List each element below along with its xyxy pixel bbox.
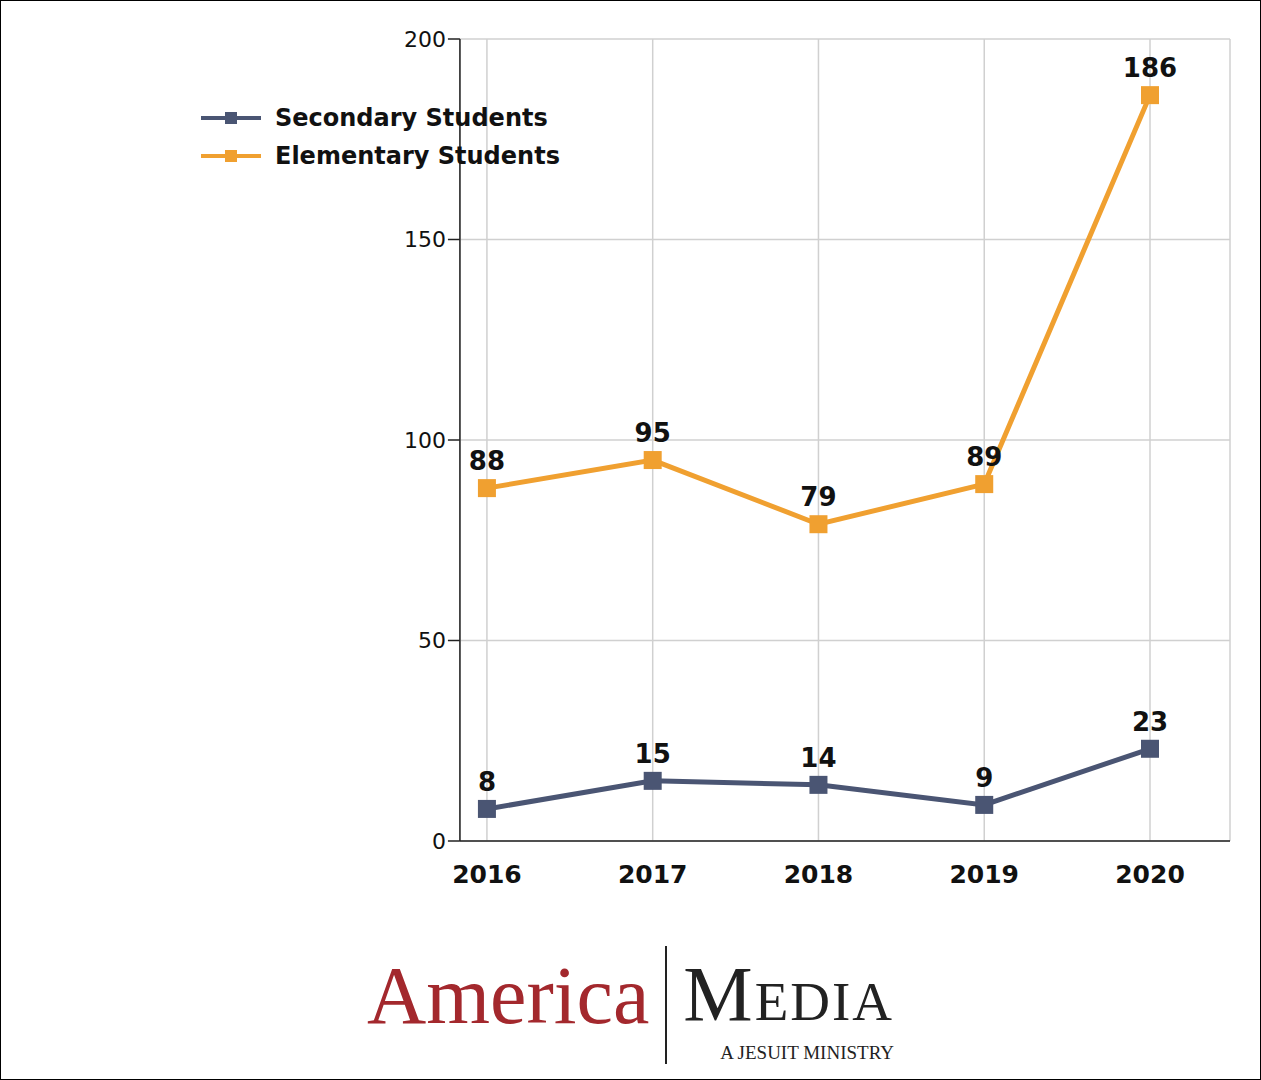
svg-text:2019: 2019 bbox=[949, 860, 1019, 889]
svg-text:100: 100 bbox=[404, 428, 446, 453]
svg-text:95: 95 bbox=[635, 418, 671, 448]
svg-text:2020: 2020 bbox=[1115, 860, 1185, 889]
svg-text:150: 150 bbox=[404, 227, 446, 252]
svg-text:14: 14 bbox=[800, 743, 836, 773]
svg-text:79: 79 bbox=[800, 482, 836, 512]
svg-text:15: 15 bbox=[635, 739, 671, 769]
svg-text:2017: 2017 bbox=[618, 860, 688, 889]
svg-text:8: 8 bbox=[478, 767, 496, 797]
html-text:Secondary Students: Secondary Students bbox=[275, 104, 548, 132]
svg-text:88: 88 bbox=[469, 446, 505, 476]
html-text:A JESUIT MINISTRY: A JESUIT MINISTRY bbox=[720, 1042, 894, 1063]
svg-text:200: 200 bbox=[404, 27, 446, 52]
svg-text:2016: 2016 bbox=[452, 860, 522, 889]
svg-text:0: 0 bbox=[432, 829, 446, 854]
html-text:Elementary Students: Elementary Students bbox=[275, 142, 560, 170]
svg-text:186: 186 bbox=[1123, 53, 1177, 83]
html-text:America: America bbox=[367, 950, 650, 1041]
svg-text:9: 9 bbox=[975, 763, 993, 793]
svg-text:89: 89 bbox=[966, 442, 1002, 472]
html-text:Media: Media bbox=[683, 950, 894, 1037]
svg-text:23: 23 bbox=[1132, 707, 1168, 737]
svg-text:2018: 2018 bbox=[784, 860, 854, 889]
svg-text:50: 50 bbox=[418, 628, 446, 653]
